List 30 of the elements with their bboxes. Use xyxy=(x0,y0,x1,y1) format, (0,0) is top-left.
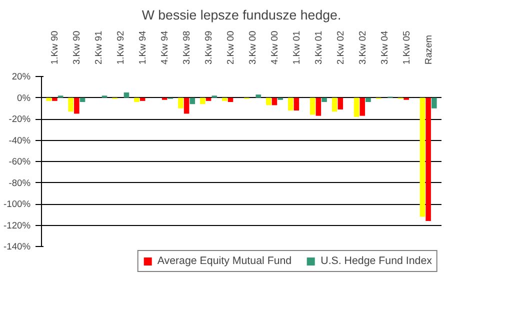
x-tick-label: 1.Kw 01 xyxy=(291,30,302,64)
y-tick-label: 0% xyxy=(17,92,30,103)
x-tick-label: 1.Kw 05 xyxy=(401,30,412,64)
y-tick-label: 20% xyxy=(12,72,30,82)
x-tick-label: 4.Kw 94 xyxy=(160,30,170,64)
y-tick-label: -100% xyxy=(4,199,31,209)
x-tick-label: 3.Kw 98 xyxy=(182,30,192,64)
x-tick-label: 3.Kw 02 xyxy=(357,30,368,64)
x-tick-label: 3.Kw 04 xyxy=(379,30,390,64)
x-tick-label: 3.Kw 01 xyxy=(313,30,324,64)
y-tick-label: -40% xyxy=(8,135,31,146)
y-tick-label: -20% xyxy=(8,114,31,124)
legend-label: U.S. Hedge Fund Index xyxy=(320,255,432,267)
x-tick-label: 1.Kw 90 xyxy=(50,30,60,64)
y-tick-label: -120% xyxy=(4,220,31,230)
x-tick-label: 2.Kw 02 xyxy=(335,30,346,64)
x-tick-label: 3.Kw 99 xyxy=(204,30,214,64)
x-tick-label: 3.Kw 90 xyxy=(72,30,82,64)
x-tick-label: 3.Kw 00 xyxy=(247,30,258,64)
x-tick-label: Razem xyxy=(423,34,434,64)
x-tick-label: 2.Kw 00 xyxy=(226,30,236,64)
y-tick-label: -140% xyxy=(4,242,31,252)
x-tick-label: 4.Kw 00 xyxy=(269,30,280,64)
x-tick-label: 1.Kw 92 xyxy=(116,30,126,64)
y-tick-label: -60% xyxy=(8,156,31,166)
x-tick-label: 1.Kw 94 xyxy=(138,30,148,64)
chart-title: W bessie lepsze fundusze hedge. xyxy=(142,8,342,22)
y-tick-label: -80% xyxy=(8,178,31,188)
legend-label: Average Equity Mutual Fund xyxy=(157,255,292,267)
x-tick-label: 2.Kw 91 xyxy=(94,30,104,64)
